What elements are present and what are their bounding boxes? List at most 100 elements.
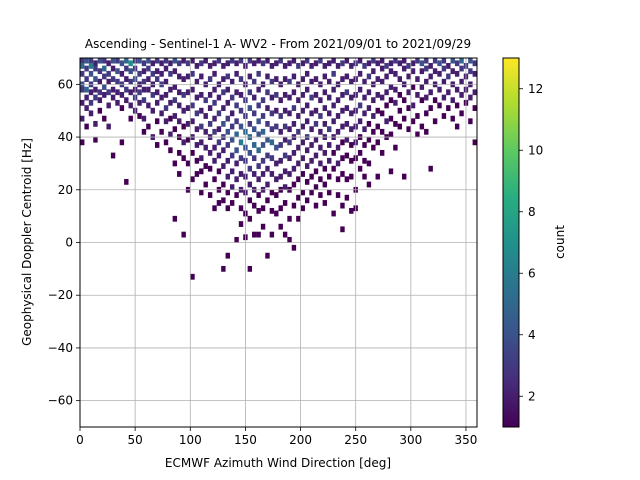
heatmap-cell bbox=[93, 136, 98, 143]
heatmap-cell bbox=[221, 120, 226, 127]
y-axis-label: Geophysical Doppler Centroid [Hz] bbox=[20, 138, 34, 346]
heatmap-cell bbox=[124, 58, 129, 64]
heatmap-cell bbox=[256, 86, 261, 93]
heatmap-cell bbox=[234, 70, 239, 77]
heatmap-cell bbox=[115, 99, 120, 106]
heatmap-cell bbox=[110, 94, 116, 101]
heatmap-cell bbox=[159, 110, 164, 117]
heatmap-cell bbox=[274, 92, 279, 98]
heatmap-cell bbox=[410, 118, 416, 125]
heatmap-cell bbox=[221, 181, 226, 188]
heatmap-cell bbox=[300, 171, 305, 177]
heatmap-cell bbox=[349, 78, 354, 85]
chart-title: Ascending - Sentinel-1 A- WV2 - From 202… bbox=[85, 37, 471, 51]
heatmap-cell bbox=[234, 118, 239, 125]
heatmap-cell bbox=[190, 102, 195, 109]
heatmap-cell bbox=[304, 163, 310, 169]
heatmap-cell bbox=[229, 110, 235, 117]
heatmap-cell bbox=[322, 89, 328, 96]
y-tick-label: 60 bbox=[58, 77, 73, 91]
heatmap-cell bbox=[459, 78, 464, 85]
heatmap-cell bbox=[256, 102, 261, 109]
heatmap-cell bbox=[93, 76, 98, 82]
heatmap-cell bbox=[291, 73, 297, 80]
heatmap-cell bbox=[185, 105, 191, 111]
heatmap-cell bbox=[331, 102, 336, 109]
heatmap-cell bbox=[199, 73, 204, 80]
heatmap-cell bbox=[278, 58, 283, 64]
heatmap-cell bbox=[397, 92, 403, 98]
heatmap-cell bbox=[84, 76, 89, 82]
heatmap-cell bbox=[291, 89, 297, 96]
heatmap-cell bbox=[115, 68, 120, 75]
heatmap-cell bbox=[247, 120, 253, 127]
heatmap-cell bbox=[119, 60, 125, 67]
heatmap-cell bbox=[190, 58, 195, 64]
heatmap-cell bbox=[375, 173, 380, 180]
heatmap-cell bbox=[384, 63, 389, 69]
heatmap-cell bbox=[274, 192, 279, 198]
heatmap-cell bbox=[146, 58, 151, 64]
heatmap-cell bbox=[278, 97, 283, 104]
heatmap-cell bbox=[327, 126, 332, 133]
heatmap-cell bbox=[137, 113, 142, 119]
heatmap-cell bbox=[110, 65, 116, 72]
heatmap-cell bbox=[88, 70, 94, 77]
heatmap-cell bbox=[194, 126, 200, 133]
heatmap-cell bbox=[199, 92, 204, 98]
heatmap-cell bbox=[119, 139, 125, 146]
heatmap-cell bbox=[207, 165, 213, 172]
heatmap-cell bbox=[375, 139, 380, 146]
heatmap-cell bbox=[406, 89, 411, 96]
heatmap-cell bbox=[432, 58, 438, 64]
heatmap-cell bbox=[177, 89, 182, 96]
heatmap-cell bbox=[309, 63, 314, 69]
heatmap-cell bbox=[428, 73, 433, 80]
heatmap-cell bbox=[106, 89, 111, 96]
heatmap-cell bbox=[199, 107, 204, 114]
heatmap-cell bbox=[441, 78, 447, 85]
heatmap-cell bbox=[441, 113, 447, 119]
heatmap-cell bbox=[318, 58, 323, 64]
heatmap-cell bbox=[344, 58, 350, 64]
heatmap-cell bbox=[247, 215, 253, 222]
colorbar-label: count bbox=[553, 225, 567, 259]
heatmap-cell bbox=[260, 113, 266, 119]
heatmap-cell bbox=[313, 76, 319, 82]
heatmap-cell bbox=[225, 252, 230, 259]
heatmap-cell bbox=[454, 123, 460, 130]
heatmap-cell bbox=[300, 76, 305, 82]
heatmap-cell bbox=[468, 94, 473, 101]
heatmap-cell bbox=[459, 65, 464, 72]
heatmap-cell bbox=[437, 86, 442, 93]
heatmap-cell bbox=[207, 120, 213, 127]
heatmap-cell bbox=[419, 84, 425, 90]
heatmap-cell bbox=[247, 149, 253, 156]
heatmap-cell bbox=[194, 110, 200, 117]
heatmap-cell bbox=[80, 115, 85, 122]
heatmap-cell bbox=[229, 184, 235, 191]
heatmap-cell bbox=[159, 94, 164, 101]
heatmap-cell bbox=[432, 68, 438, 75]
heatmap-cell bbox=[366, 160, 372, 167]
heatmap-cell bbox=[309, 126, 314, 133]
heatmap-cell bbox=[366, 136, 372, 143]
heatmap-cell bbox=[265, 89, 270, 96]
heatmap-cell bbox=[393, 99, 398, 106]
heatmap-cell bbox=[388, 68, 394, 75]
heatmap-cell bbox=[177, 149, 182, 156]
heatmap-cell bbox=[441, 94, 447, 101]
heatmap-cell bbox=[322, 165, 328, 172]
heatmap-cell bbox=[102, 115, 107, 122]
heatmap-cell bbox=[287, 94, 292, 101]
heatmap-cell bbox=[256, 231, 261, 238]
heatmap-cell bbox=[238, 155, 244, 162]
heatmap-cell bbox=[296, 160, 301, 167]
heatmap-cell bbox=[282, 184, 288, 191]
heatmap-cell bbox=[269, 189, 275, 196]
heatmap-cell bbox=[137, 58, 142, 64]
heatmap-cell bbox=[194, 94, 200, 101]
heatmap-cell bbox=[344, 176, 350, 183]
heatmap-cell bbox=[300, 107, 305, 114]
heatmap-cell bbox=[362, 94, 367, 101]
